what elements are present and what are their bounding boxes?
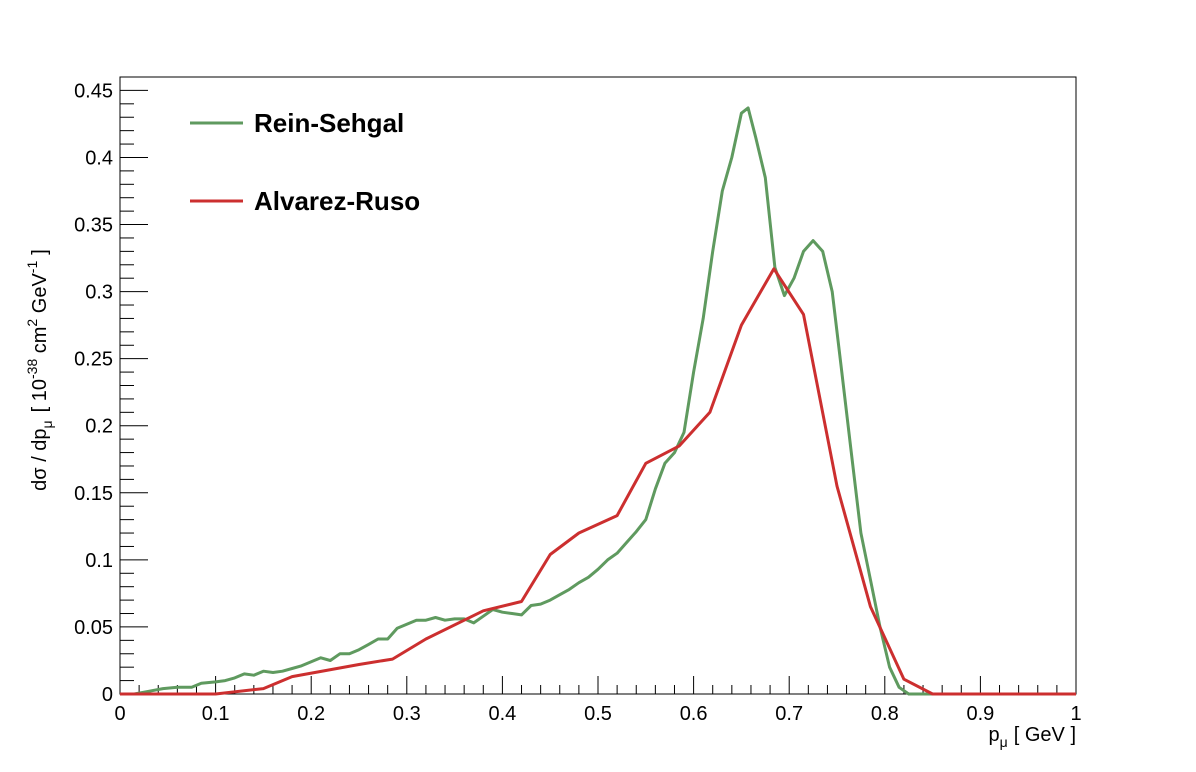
series-lines <box>120 106 1076 696</box>
legend-label: Rein-Sehgal <box>254 108 404 138</box>
x-tick-label: 0.5 <box>584 703 612 725</box>
y-tick-label: 0.25 <box>74 349 113 371</box>
series-line-alvarez-ruso <box>120 267 1076 696</box>
y-tick-label: 0.2 <box>85 416 113 438</box>
x-tick-label: 0.3 <box>393 703 421 725</box>
legend: Rein-Sehgal Alvarez-Ruso <box>190 108 420 216</box>
x-axis-title: pμ[ GeV ] <box>989 724 1076 750</box>
x-tick-label: 1 <box>1070 703 1081 725</box>
axes: 0 0.1 0.2 0.3 0.4 0.5 0.6 0.7 0.8 0.9 1 0 0.05 0.1 0.1… <box>74 76 1082 725</box>
y-tick-label: 0.3 <box>85 282 113 304</box>
y-tick-label: 0.1 <box>85 550 113 572</box>
x-tick-label: 0 <box>114 703 125 725</box>
x-tick-label: 0.1 <box>202 703 230 725</box>
x-tick-label: 0.8 <box>871 703 899 725</box>
x-tick-label: 0.9 <box>966 703 994 725</box>
series-line-rein-sehgal <box>134 106 1076 696</box>
legend-label: Alvarez-Ruso <box>254 186 420 216</box>
y-tick-label: 0.45 <box>74 80 113 102</box>
x-tick-label: 0.6 <box>680 703 708 725</box>
y-tick-label: 0 <box>102 684 113 706</box>
x-tick-label: 0.7 <box>775 703 803 725</box>
y-tick-label: 0.05 <box>74 617 113 639</box>
y-tick-label: 0.4 <box>85 147 113 169</box>
y-tick-label: 0.15 <box>74 483 113 505</box>
y-axis-title: dσ / dpμ[ 10-38 cm2 GeV-1] <box>24 249 55 491</box>
plot-frame <box>119 76 1077 695</box>
x-tick-label: 0.4 <box>488 703 516 725</box>
x-tick-label: 0.2 <box>297 703 325 725</box>
y-tick-label: 0.35 <box>74 215 113 237</box>
